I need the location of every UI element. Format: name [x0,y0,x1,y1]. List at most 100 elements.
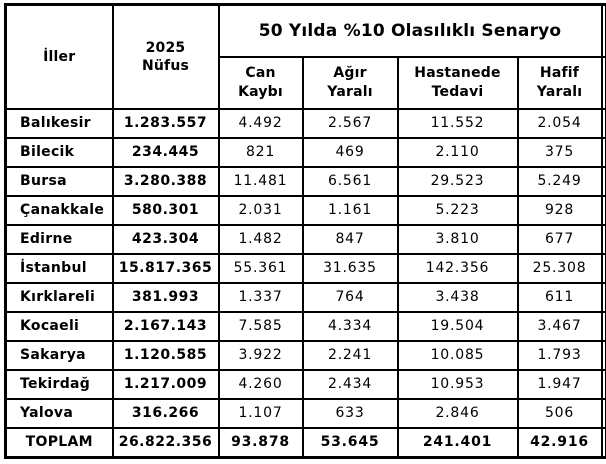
table-row-sakarya: Sakarya 1.120.585 3.922 2.241 10.085 1.7… [4,339,606,371]
severe-injury-cell: 6.561 [301,165,399,197]
table-row-istanbul: İstanbul 15.817.365 55.361 31.635 142.35… [4,252,606,284]
province-cell: Sakarya [4,339,114,371]
table-row-canakkale: Çanakkale 580.301 2.031 1.161 5.223 928 [4,194,606,226]
total-deaths-cell: 93.878 [217,426,304,459]
deaths-cell: 2.031 [217,194,304,226]
cutoff-sliver-cell [600,339,606,371]
table-row-balikesir: Balıkesir 1.283.557 4.492 2.567 11.552 2… [4,107,606,139]
population-cell: 3.280.388 [111,165,220,197]
severe-injury-cell: 633 [301,397,399,429]
severe-injury-cell: 31.635 [301,252,399,284]
light-injury-cell: 677 [516,223,603,255]
province-cell: Tekirdağ [4,368,114,400]
severe-injury-cell: 2.434 [301,368,399,400]
population-cell: 2.167.143 [111,310,220,342]
province-cell: Yalova [4,397,114,429]
deaths-cell: 55.361 [217,252,304,284]
population-cell: 234.445 [111,136,220,168]
province-cell: Çanakkale [4,194,114,226]
header-row-top: İller 2025 Nüfus 50 Yılda %10 Olasılıklı… [4,3,606,110]
cutoff-sliver-cell [600,3,606,58]
deaths-cell: 1.482 [217,223,304,255]
province-cell: Kırklareli [4,281,114,313]
severe-injury-cell: 4.334 [301,310,399,342]
province-cell: Bilecik [4,136,114,168]
light-injury-cell: 25.308 [516,252,603,284]
light-injury-cell: 928 [516,194,603,226]
deaths-cell: 7.585 [217,310,304,342]
province-cell: Edirne [4,223,114,255]
hospital-treatment-cell: 3.810 [396,223,519,255]
province-cell: Kocaeli [4,310,114,342]
severe-injury-cell: 764 [301,281,399,313]
total-hospital-treatment-cell: 241.401 [396,426,519,459]
light-injury-cell: 1.793 [516,339,603,371]
table-row-bilecik: Bilecik 234.445 821 469 2.110 375 [4,136,606,168]
population-2025-column-header: 2025 Nüfus [111,3,220,110]
light-injury-cell: 611 [516,281,603,313]
light-injury-cell: 3.467 [516,310,603,342]
total-row: TOPLAM 26.822.356 93.878 53.645 241.401 … [4,426,606,459]
deaths-cell: 1.107 [217,397,304,429]
cutoff-sliver-cell [600,136,606,168]
deaths-cell: 821 [217,136,304,168]
hospital-treatment-cell: 2.846 [396,397,519,429]
deaths-cell: 11.481 [217,165,304,197]
cutoff-sliver-cell [600,426,606,459]
population-cell: 1.217.009 [111,368,220,400]
hospital-treatment-cell: 19.504 [396,310,519,342]
light-injury-cell: 1.947 [516,368,603,400]
light-injury-cell: 5.249 [516,165,603,197]
hospital-treatment-cell: 29.523 [396,165,519,197]
cutoff-sliver-cell [600,194,606,226]
table-row-bursa: Bursa 3.280.388 11.481 6.561 29.523 5.24… [4,165,606,197]
hospital-treatment-cell: 142.356 [396,252,519,284]
hospital-treatment-column-header: Hastanede Tedavi [396,55,519,110]
hospital-treatment-cell: 11.552 [396,107,519,139]
population-cell: 580.301 [111,194,220,226]
severe-injury-cell: 1.161 [301,194,399,226]
deaths-cell: 4.260 [217,368,304,400]
header-row-sub: Can Kaybı Ağır Yaralı Hastanede Tedavi H… [6,55,606,110]
severe-injury-column-header: Ağır Yaralı [301,55,399,110]
table-row-kirklareli: Kırklareli 381.993 1.337 764 3.438 611 [4,281,606,313]
total-light-injury-cell: 42.916 [516,426,603,459]
provinces-column-header: İller [4,3,114,110]
cutoff-sliver-cell [600,310,606,342]
deaths-cell: 1.337 [217,281,304,313]
total-label-cell: TOPLAM [4,426,114,459]
province-cell: Bursa [4,165,114,197]
table-row-yalova: Yalova 316.266 1.107 633 2.846 506 [4,397,606,429]
severe-injury-cell: 469 [301,136,399,168]
hospital-treatment-cell: 3.438 [396,281,519,313]
severe-injury-cell: 2.241 [301,339,399,371]
deaths-cell: 4.492 [217,107,304,139]
light-injury-cell: 2.054 [516,107,603,139]
cutoff-sliver-cell [600,165,606,197]
cutoff-sliver-cell [600,281,606,313]
severe-injury-cell: 2.567 [301,107,399,139]
province-cell: İstanbul [4,252,114,284]
cutoff-sliver-cell [600,397,606,429]
cutoff-sliver-cell [600,223,606,255]
population-cell: 423.304 [111,223,220,255]
cutoff-sliver-cell [600,368,606,400]
light-injury-cell: 506 [516,397,603,429]
table-row-tekirdag: Tekirdağ 1.217.009 4.260 2.434 10.953 1.… [4,368,606,400]
table-row-kocaeli: Kocaeli 2.167.143 7.585 4.334 19.504 3.4… [4,310,606,342]
population-cell: 381.993 [111,281,220,313]
hospital-treatment-cell: 10.953 [396,368,519,400]
deaths-cell: 3.922 [217,339,304,371]
population-cell: 15.817.365 [111,252,220,284]
table-row-edirne: Edirne 423.304 1.482 847 3.810 677 [4,223,606,255]
cutoff-sliver-cell [600,252,606,284]
population-cell: 1.283.557 [111,107,220,139]
hospital-treatment-cell: 10.085 [396,339,519,371]
population-cell: 1.120.585 [111,339,220,371]
cutoff-sliver-cell [600,107,606,139]
population-cell: 316.266 [111,397,220,429]
hospital-treatment-cell: 5.223 [396,194,519,226]
light-injury-column-header: Hafif Yaralı [516,55,603,110]
province-cell: Balıkesir [4,107,114,139]
